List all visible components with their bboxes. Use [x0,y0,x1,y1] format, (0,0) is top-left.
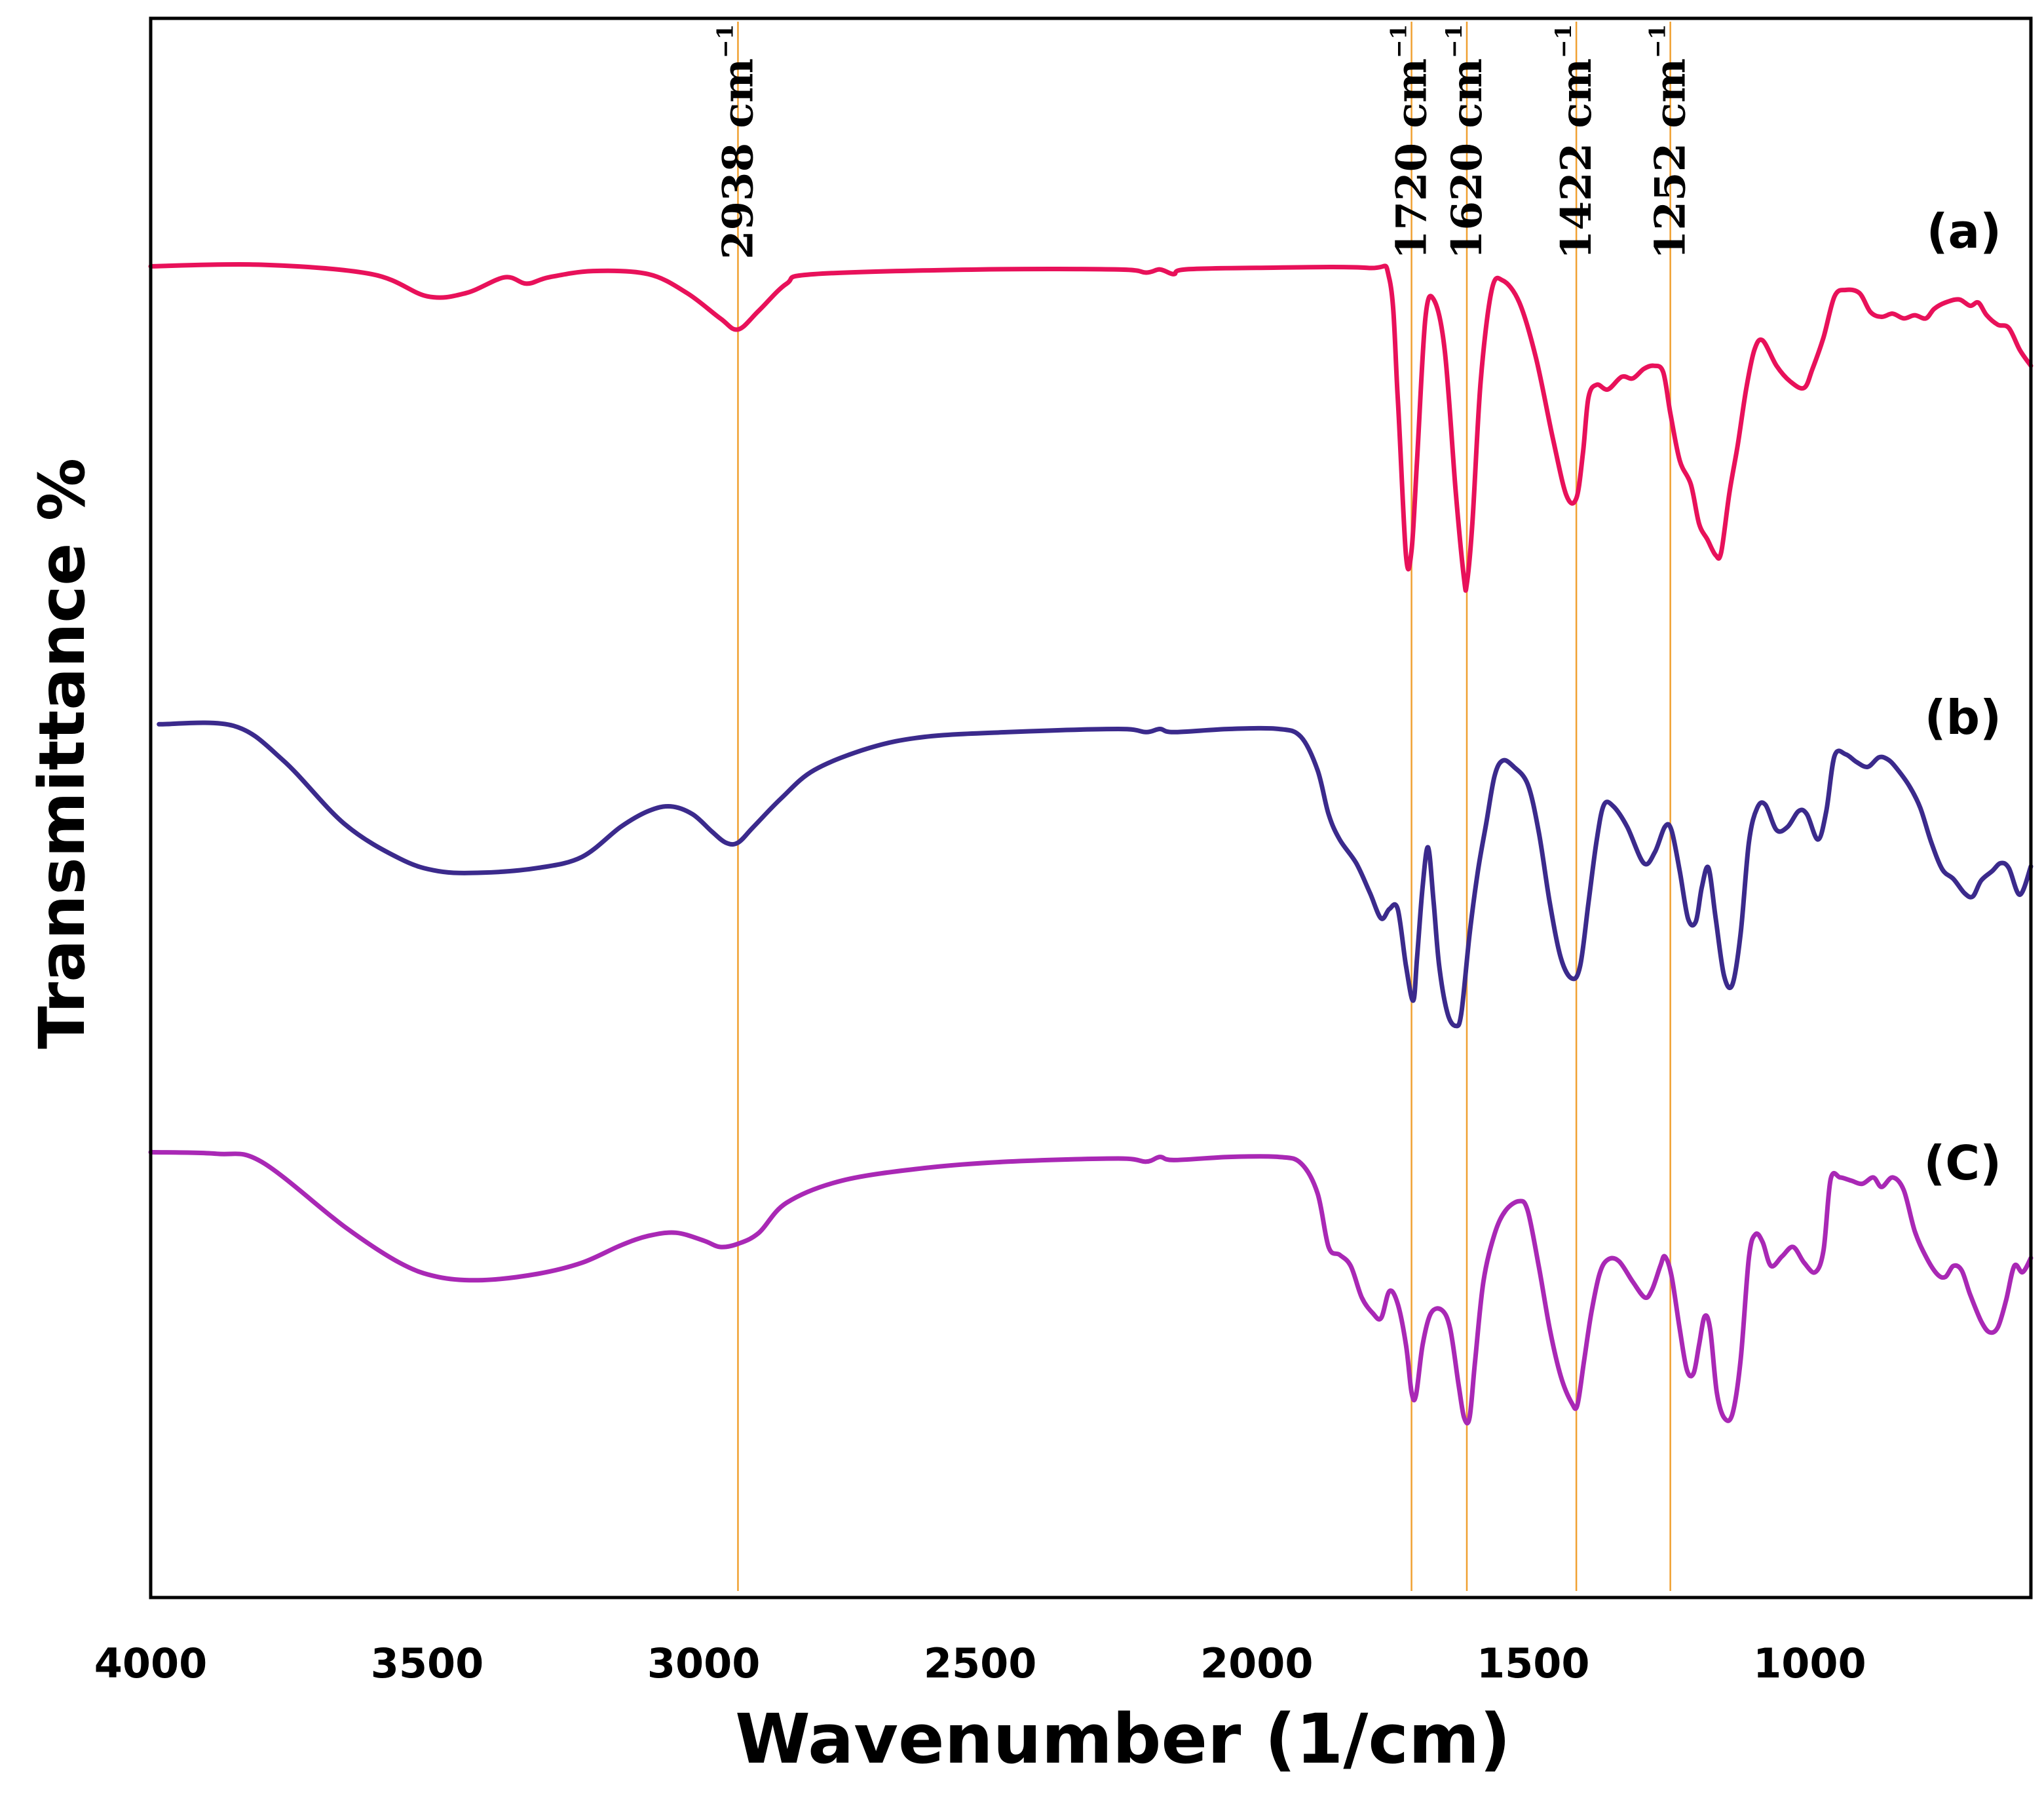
series-label-b: (b) [1925,690,2001,745]
spectra-series [148,261,2034,1426]
peak-label-1620: 1620 cm−1 [1441,24,1492,259]
peak-label-1422: 1422 cm−1 [1551,24,1601,259]
peak-label-text: 1252 cm−1 [1645,24,1695,259]
x-tick-label-3000: 3000 [647,1639,761,1687]
peak-label-1252: 1252 cm−1 [1645,24,1695,259]
x-axis-ticks: 4000 3500 3000 2500 2000 1500 1000 [94,1639,1866,1687]
x-tick-label-3500: 3500 [371,1639,484,1687]
x-tick-label-1000: 1000 [1753,1639,1866,1687]
peak-marker-lines [737,22,1671,1591]
series-line-a [148,261,2034,593]
peak-label-superscript: −1 [1386,24,1412,58]
series-label-a: (a) [1927,204,2001,259]
peak-label-superscript: −1 [1551,24,1577,58]
series-line-c [148,1149,2034,1426]
series-labels: (a) (b) (C) [1923,204,2001,1191]
x-tick-label-2500: 2500 [924,1639,1037,1687]
peak-label-text: 1620 cm−1 [1441,24,1492,259]
peak-label-text: 1720 cm−1 [1386,24,1437,259]
y-axis-title: Transmittance % [26,458,99,1049]
x-tick-label-1500: 1500 [1477,1639,1590,1687]
peak-label-superscript: −1 [1441,24,1467,58]
peak-label-2938: 2938 cm−1 [713,24,763,259]
peak-label-1720: 1720 cm−1 [1386,24,1437,259]
peak-label-text: 2938 cm−1 [713,24,763,259]
x-tick-label-4000: 4000 [94,1639,208,1687]
x-axis-title: Wavenumber (1/cm) [735,1699,1511,1779]
series-line-b [157,720,2034,1029]
peak-label-superscript: −1 [1645,24,1671,58]
series-label-c: (C) [1923,1136,2001,1191]
x-tick-label-2000: 2000 [1200,1639,1314,1687]
plot-frame [149,16,2033,1599]
peak-label-superscript: −1 [713,24,739,58]
peak-label-text: 1422 cm−1 [1551,24,1601,259]
